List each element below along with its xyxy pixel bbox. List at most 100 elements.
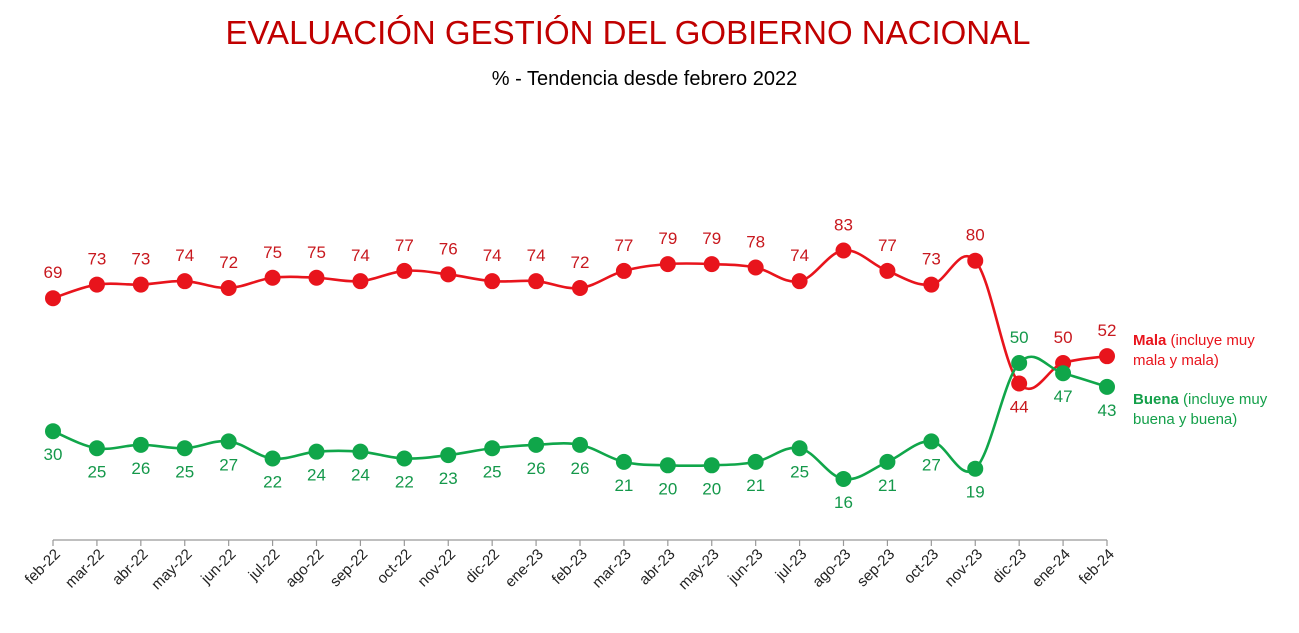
point-mala — [88, 276, 105, 293]
x-tick-label: ago-23 — [809, 546, 854, 591]
point-buena — [835, 470, 852, 487]
data-label-buena: 27 — [922, 455, 941, 474]
data-label-mala: 74 — [483, 246, 502, 265]
data-label-buena: 22 — [395, 472, 414, 491]
data-label-buena: 26 — [527, 459, 546, 478]
point-mala — [352, 273, 369, 290]
data-label-buena: 43 — [1098, 401, 1117, 420]
x-tick-label: may-23 — [675, 546, 722, 593]
point-mala — [176, 273, 193, 290]
data-label-buena: 23 — [439, 469, 458, 488]
legend-mala-bold: Mala — [1133, 332, 1167, 349]
x-tick-label: ene-23 — [502, 546, 547, 591]
x-tick-label: dic-23 — [989, 546, 1030, 587]
point-buena — [659, 457, 676, 474]
x-tick-label: oct-22 — [374, 546, 416, 588]
x-tick-label: feb-23 — [549, 546, 591, 588]
data-label-mala: 74 — [351, 246, 370, 265]
data-label-buena: 19 — [966, 483, 985, 502]
data-label-buena: 25 — [175, 462, 194, 481]
data-label-buena: 21 — [746, 476, 765, 495]
point-mala — [1011, 375, 1028, 392]
point-mala — [703, 256, 720, 273]
data-label-buena: 22 — [263, 472, 282, 491]
chart-title: EVALUACIÓN GESTIÓN DEL GOBIERNO NACIONAL — [225, 14, 1031, 51]
data-label-mala: 72 — [571, 253, 590, 272]
data-label-buena: 26 — [131, 459, 150, 478]
data-label-buena: 27 — [219, 455, 238, 474]
x-tick-label: nov-23 — [942, 546, 986, 590]
data-label-mala: 77 — [395, 236, 414, 255]
point-mala — [264, 269, 281, 286]
point-buena — [967, 460, 984, 477]
data-label-mala: 79 — [702, 229, 721, 248]
point-buena — [528, 436, 545, 453]
point-mala — [615, 262, 632, 279]
x-tick-label: jul-22 — [245, 546, 284, 585]
point-buena — [308, 443, 325, 460]
x-tick-label: dic-22 — [462, 546, 503, 587]
data-label-mala: 74 — [527, 246, 546, 265]
point-mala — [879, 262, 896, 279]
point-buena — [220, 433, 237, 450]
data-label-mala: 69 — [44, 263, 63, 282]
chart-subtitle: % - Tendencia desde febrero 2022 — [491, 68, 798, 90]
point-mala — [484, 273, 501, 290]
point-buena — [572, 436, 588, 453]
x-tick-label: jun-22 — [197, 546, 239, 588]
data-label-mala: 77 — [614, 236, 633, 255]
x-tick-label: sep-22 — [327, 546, 371, 590]
point-mala — [967, 252, 984, 269]
point-mala — [1099, 348, 1115, 365]
data-label-buena: 47 — [1054, 387, 1073, 406]
x-tick-label: abr-23 — [636, 546, 679, 589]
data-label-mala: 75 — [263, 243, 282, 262]
legend-mala: Mala (incluye muy mala y mala) — [1133, 331, 1255, 371]
data-label-buena: 21 — [614, 476, 633, 495]
data-label-mala: 78 — [746, 233, 765, 252]
point-buena — [45, 423, 61, 440]
point-mala — [835, 242, 852, 259]
data-label-mala: 72 — [219, 253, 238, 272]
data-label-mala: 50 — [1054, 328, 1073, 347]
x-tick-label: nov-22 — [415, 546, 459, 590]
point-buena — [1011, 355, 1028, 371]
point-buena — [923, 433, 940, 450]
x-tick-label: may-22 — [148, 546, 195, 593]
data-label-buena: 30 — [44, 445, 63, 464]
data-label-mala: 74 — [175, 246, 194, 265]
point-mala — [528, 273, 545, 290]
legend-buena: Buena (incluye muy buena y buena) — [1133, 390, 1267, 430]
point-mala — [791, 273, 808, 290]
point-buena — [1055, 365, 1072, 382]
x-tick-label: oct-23 — [901, 546, 943, 588]
point-mala — [132, 276, 149, 293]
point-mala — [45, 290, 61, 307]
point-buena — [703, 457, 720, 474]
x-tick-label: ene-24 — [1029, 546, 1074, 591]
data-label-buena: 16 — [834, 493, 853, 512]
data-label-mala: 83 — [834, 215, 853, 234]
point-mala — [923, 276, 940, 293]
x-tick-label: jul-23 — [772, 546, 811, 585]
data-label-mala: 76 — [439, 239, 458, 258]
point-buena — [791, 440, 808, 457]
legend-buena-text: (incluye muy — [1178, 391, 1268, 408]
x-tick-label: ago-22 — [282, 546, 327, 591]
point-mala — [308, 269, 325, 286]
data-label-mala: 73 — [131, 250, 150, 269]
x-tick-label: mar-22 — [62, 546, 108, 592]
point-mala — [572, 279, 588, 296]
x-tick-label: feb-22 — [22, 546, 64, 588]
legend-mala-text: (incluye muy — [1166, 332, 1255, 349]
data-label-buena: 24 — [351, 466, 370, 485]
point-buena — [484, 440, 501, 457]
data-label-mala: 79 — [658, 229, 677, 248]
data-label-buena: 21 — [878, 476, 897, 495]
point-buena — [1099, 378, 1115, 395]
point-mala — [396, 262, 413, 279]
data-label-buena: 25 — [483, 462, 502, 481]
point-mala — [220, 279, 237, 296]
x-tick-label: sep-23 — [854, 546, 898, 590]
